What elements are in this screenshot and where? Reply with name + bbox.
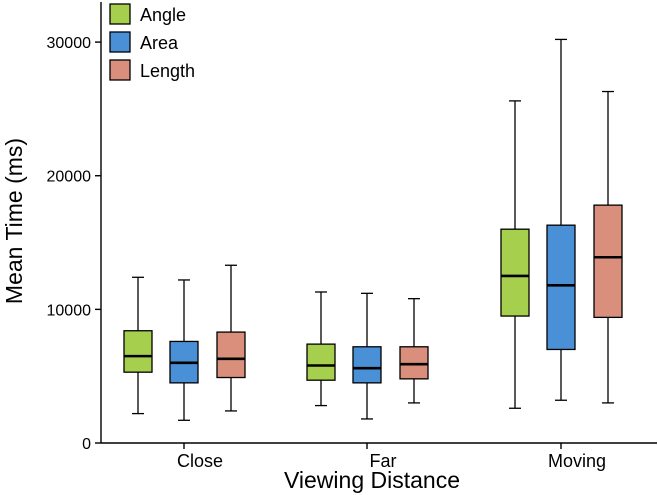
y-tick-label: 10000 xyxy=(47,302,92,319)
box-area-close xyxy=(169,279,199,421)
legend-label-length: Length xyxy=(140,61,195,81)
legend: Angle Area Length xyxy=(109,3,195,81)
box-iqr xyxy=(306,343,336,381)
x-axis-title: Viewing Distance xyxy=(284,467,460,493)
y-tick-label: 30000 xyxy=(47,35,92,52)
legend-label-angle: Angle xyxy=(140,5,186,25)
box-area-far xyxy=(352,292,382,420)
box-iqr xyxy=(593,204,623,319)
box-length-moving xyxy=(593,90,623,404)
box-length-far xyxy=(399,298,429,404)
box-iqr xyxy=(216,331,246,379)
legend-label-area: Area xyxy=(140,33,179,53)
plot-marks xyxy=(123,38,623,421)
legend-swatch-angle xyxy=(109,3,131,25)
box-length-close xyxy=(216,264,246,412)
x-tick-label: Far xyxy=(370,451,397,471)
x-tick-label: Close xyxy=(177,451,223,471)
x-axis-ticks: Close Far Moving xyxy=(177,443,606,471)
box-angle-close xyxy=(123,276,153,415)
box-iqr xyxy=(500,228,530,317)
box-iqr xyxy=(546,224,576,351)
y-tick-label: 0 xyxy=(82,436,91,453)
legend-swatch-area xyxy=(109,31,131,53)
y-axis-title: Mean Time (ms) xyxy=(1,138,27,304)
legend-swatch-length xyxy=(109,59,131,81)
x-tick-label: Moving xyxy=(548,451,606,471)
axes xyxy=(100,2,657,444)
box-iqr xyxy=(399,346,429,380)
box-angle-moving xyxy=(500,100,530,409)
box-area-moving xyxy=(546,38,576,401)
box-iqr xyxy=(352,346,382,384)
box-angle-far xyxy=(306,291,336,407)
y-axis-ticks: 0 10000 20000 30000 xyxy=(47,35,101,453)
y-tick-label: 20000 xyxy=(47,169,92,186)
box-iqr xyxy=(123,330,153,373)
